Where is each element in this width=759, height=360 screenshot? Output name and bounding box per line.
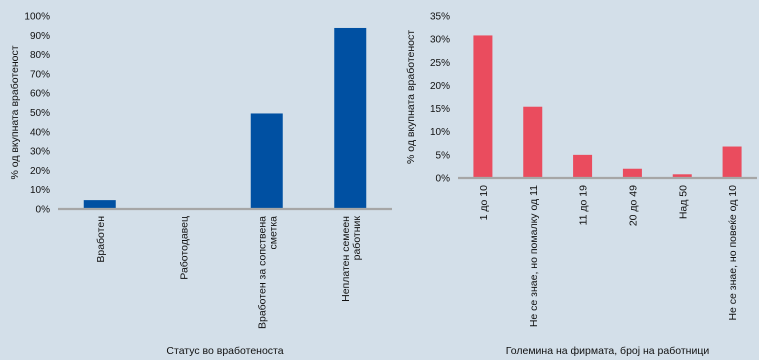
category-label: Не се знае, но помалку од 11 bbox=[528, 185, 540, 327]
y-tick-label: 50% bbox=[30, 108, 50, 119]
bar bbox=[334, 27, 367, 209]
y-tick-label: 0% bbox=[436, 174, 451, 185]
y-tick-label: 20% bbox=[430, 81, 450, 92]
y-axis-title: % од вкупната вработеност bbox=[405, 30, 417, 164]
y-tick-label: 10% bbox=[430, 127, 450, 138]
category-label: Не се знае, но повеќе од 10 bbox=[727, 185, 739, 321]
employment-status-chart: 0% 10% 20% 30% 40% 50% 60% 70% 80% 90% 100% Вработе… bbox=[9, 12, 392, 357]
firm-size-chart: 0% 5% 10% 15% 20% 25% 30% 35% 1 до 10 Не се знае,… bbox=[405, 12, 757, 357]
y-tick-label: 30% bbox=[430, 35, 450, 46]
y-tick-label: 80% bbox=[30, 50, 50, 61]
y-tick-label: 20% bbox=[30, 166, 50, 177]
y-tick-label: 90% bbox=[30, 31, 50, 42]
bar bbox=[573, 154, 593, 178]
y-tick-label: 15% bbox=[430, 104, 450, 115]
bar bbox=[672, 174, 692, 178]
y-tick-label: 25% bbox=[430, 58, 450, 69]
y-tick-label: 35% bbox=[430, 12, 450, 23]
category-label: Неплатен семеенработник bbox=[340, 216, 363, 302]
category-label: 11 до 19 bbox=[578, 185, 590, 226]
category-label: 1 до 10 bbox=[478, 185, 490, 220]
x-axis-title: Големина на фирмата, број на работници bbox=[506, 345, 710, 357]
category-label: 20 до 49 bbox=[627, 185, 639, 226]
bar bbox=[622, 168, 642, 178]
y-tick-label: 70% bbox=[30, 69, 50, 80]
bar bbox=[473, 35, 493, 178]
y-tick-label: 100% bbox=[24, 12, 50, 23]
bar bbox=[250, 113, 283, 209]
y-tick-label: 40% bbox=[30, 127, 50, 138]
x-axis-title: Статус во вработеноста bbox=[166, 345, 283, 357]
y-tick-label: 10% bbox=[30, 185, 50, 196]
category-label: Вработен bbox=[95, 216, 107, 263]
bar bbox=[523, 106, 543, 178]
y-axis-title: % од вкупната вработеност bbox=[9, 45, 21, 179]
category-label: Над 50 bbox=[677, 185, 689, 219]
y-tick-label: 0% bbox=[36, 205, 51, 216]
y-tick-label: 60% bbox=[30, 89, 50, 100]
y-tick-label: 5% bbox=[436, 150, 451, 161]
category-label: Вработен за сопственасметка bbox=[256, 216, 279, 329]
bar bbox=[722, 146, 742, 178]
bar bbox=[83, 200, 116, 209]
y-tick-label: 30% bbox=[30, 147, 50, 158]
category-label: Работодавец bbox=[178, 216, 190, 280]
